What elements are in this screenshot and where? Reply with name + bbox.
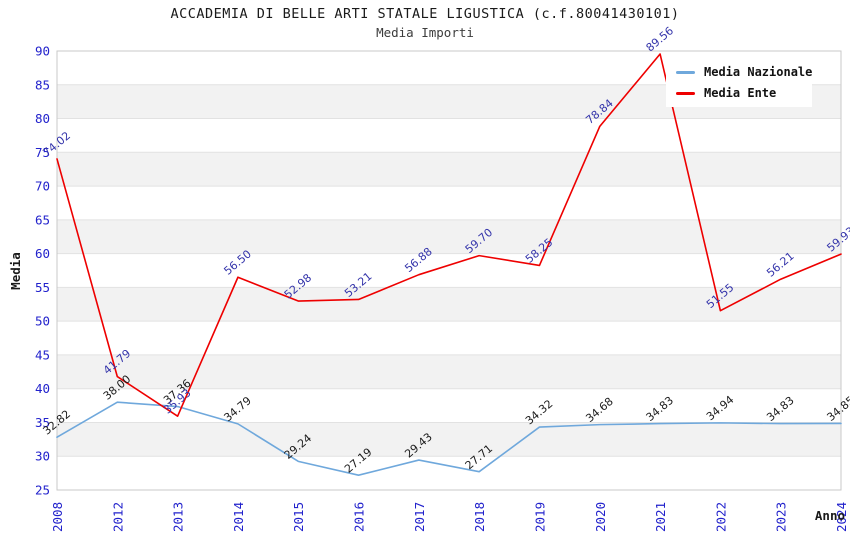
svg-text:25: 25 (35, 483, 50, 498)
svg-text:2008: 2008 (50, 502, 65, 532)
svg-text:90: 90 (35, 44, 50, 59)
media-ente-line-swatch (676, 91, 695, 95)
svg-text:2024: 2024 (834, 502, 849, 532)
svg-text:2020: 2020 (593, 502, 608, 532)
chart-legend: Media Nazionale Media Ente (666, 58, 812, 107)
svg-text:30: 30 (35, 449, 50, 464)
svg-text:35: 35 (35, 415, 50, 430)
svg-text:89.56: 89.56 (644, 24, 676, 54)
svg-text:45: 45 (35, 347, 50, 362)
svg-text:75: 75 (35, 145, 50, 160)
svg-text:2014: 2014 (231, 502, 246, 532)
svg-text:50: 50 (35, 314, 50, 329)
legend-item-media-ente: Media Ente (676, 86, 804, 100)
chart-title: ACCADEMIA DI BELLE ARTI STATALE LIGUSTIC… (170, 6, 680, 22)
chart-subtitle: Media Importi (376, 25, 474, 40)
svg-text:2017: 2017 (412, 502, 427, 532)
svg-text:2018: 2018 (472, 502, 487, 532)
svg-text:2021: 2021 (653, 502, 668, 532)
legend-label-media-ente: Media Ente (704, 86, 777, 100)
svg-text:Media: Media (8, 252, 23, 290)
svg-text:2012: 2012 (110, 502, 125, 532)
svg-text:60: 60 (35, 246, 50, 261)
svg-text:55: 55 (35, 280, 50, 295)
svg-text:70: 70 (35, 179, 50, 194)
svg-text:2023: 2023 (774, 502, 789, 532)
svg-text:2022: 2022 (713, 502, 728, 532)
svg-text:40: 40 (35, 381, 50, 396)
svg-text:Anno: Anno (815, 508, 845, 523)
svg-text:2019: 2019 (532, 502, 547, 532)
svg-text:85: 85 (35, 77, 50, 92)
svg-text:2013: 2013 (171, 502, 186, 532)
svg-text:2016: 2016 (352, 502, 367, 532)
legend-item-media-nazionale: Media Nazionale (676, 65, 812, 79)
legend-label-media-nazionale: Media Nazionale (704, 65, 813, 79)
svg-text:80: 80 (35, 111, 50, 126)
media-nazionale-line-swatch (676, 70, 695, 74)
svg-text:2015: 2015 (291, 502, 306, 532)
svg-text:65: 65 (35, 212, 50, 227)
